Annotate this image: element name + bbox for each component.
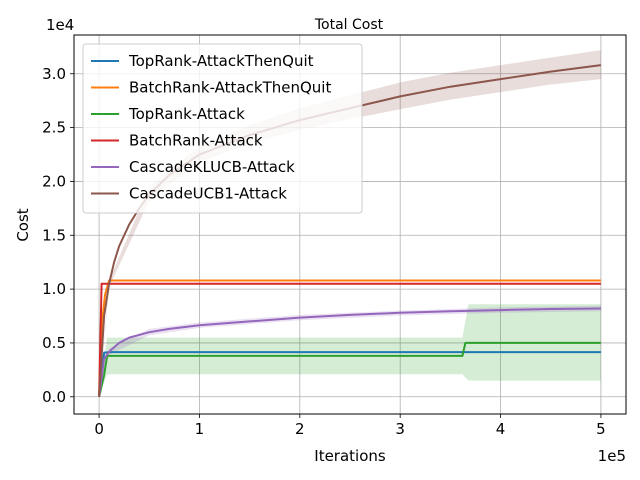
legend-label: CascadeKLUCB-Attack: [129, 158, 295, 176]
x-tick-label: 2: [295, 420, 305, 438]
y-axis-multiplier: 1e4: [46, 16, 74, 34]
chart-title: Total Cost: [314, 17, 384, 33]
legend-label: CascadeUCB1-Attack: [129, 185, 287, 203]
y-axis-label: Cost: [14, 208, 32, 241]
legend: TopRank-AttackThenQuit BatchRank-AttackTh…: [82, 43, 363, 214]
legend-label: TopRank-Attack: [128, 105, 245, 123]
x-axis-multiplier: 1e5: [598, 447, 626, 465]
x-axis-label: Iterations: [314, 447, 386, 465]
y-tick-label: 2.0: [42, 172, 66, 190]
band-toprank-attack: [99, 304, 601, 397]
legend-box: [82, 43, 363, 214]
y-tick-label: 2.5: [42, 119, 66, 137]
y-tick-label: 3.0: [42, 65, 66, 83]
x-tick-label: 0: [94, 420, 104, 438]
x-tick-label: 5: [596, 420, 606, 438]
line-toprank-attack: [98, 341, 601, 398]
y-tick-label: 1.0: [42, 280, 66, 298]
line-cascadeklucb-attack: [98, 307, 601, 397]
x-axis-ticks: 0 1 2 3 4 5: [94, 414, 606, 438]
plot-frame: [73, 34, 627, 415]
legend-label: BatchRank-AttackThenQuit: [129, 79, 331, 97]
y-tick-label: 0.0: [42, 388, 66, 406]
x-tick-label: 4: [496, 420, 506, 438]
y-tick-label: 1.5: [42, 226, 66, 244]
y-tick-label: 0.5: [42, 334, 66, 352]
x-tick-label: 1: [195, 420, 205, 438]
legend-label: TopRank-AttackThenQuit: [128, 52, 314, 70]
y-axis-ticks: 0.0 0.5 1.0 1.5 2.0 2.5 3.0: [42, 65, 74, 406]
line-batchrank-attack: [98, 282, 601, 397]
x-tick-label: 3: [395, 420, 405, 438]
legend-label: BatchRank-Attack: [129, 132, 263, 150]
